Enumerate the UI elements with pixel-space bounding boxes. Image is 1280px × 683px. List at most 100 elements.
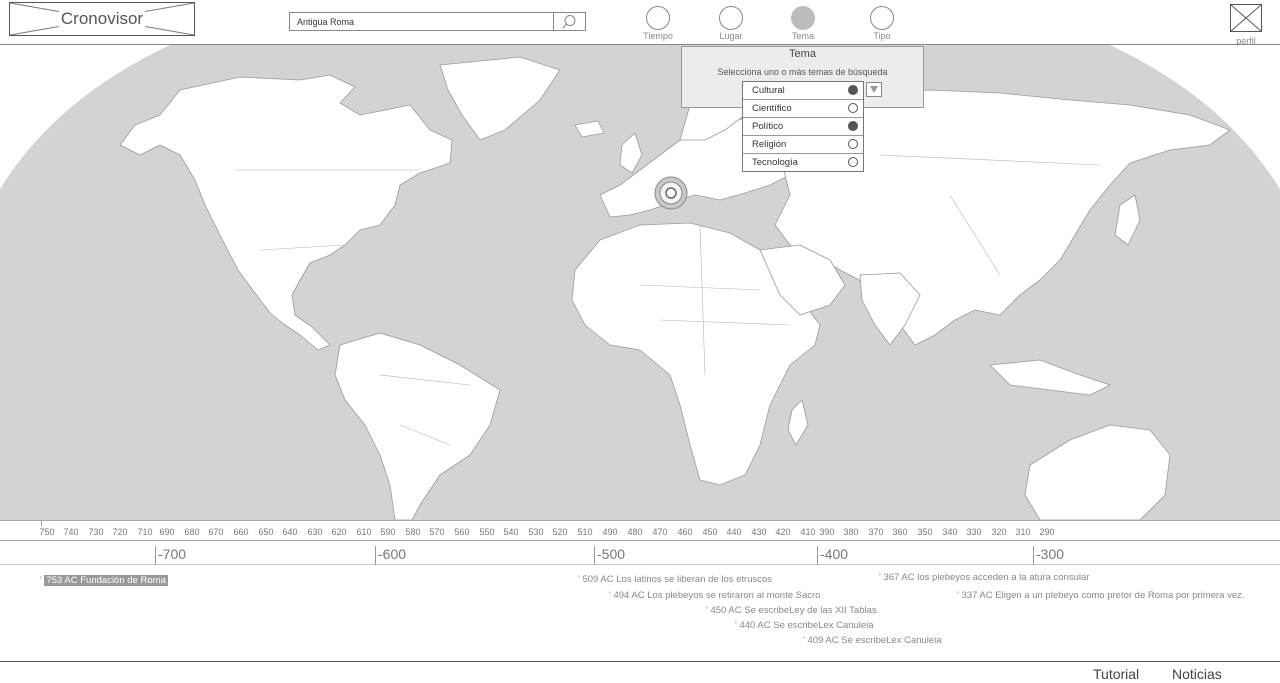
search-input[interactable] (290, 13, 554, 30)
event-text: 494 AC Los plebeyos se retiraron al mont… (613, 590, 821, 601)
timeline-event[interactable]: ' 509 AC Los latinos se liberan de los e… (578, 574, 773, 585)
logo-text: Cronovisor (58, 9, 146, 29)
timeline-century-row: -700 -600 -500 -400 -300 (0, 541, 1280, 565)
dropdown-toggle-button[interactable] (866, 82, 882, 97)
filter-tema[interactable]: Tema (773, 6, 833, 41)
australia (1024, 424, 1171, 520)
filter-tiempo[interactable]: Tiempo (628, 6, 688, 41)
filter-tiempo-label: Tiempo (643, 31, 673, 41)
century-marker: -400 (817, 546, 848, 565)
year-tick: 370 (868, 527, 884, 537)
year-tick: 360 (892, 527, 908, 537)
search-box (289, 12, 586, 31)
century-marker: -700 (155, 546, 186, 565)
indonesia (989, 359, 1111, 396)
tema-popup-title: Tema (789, 48, 816, 60)
year-tick: 650 (258, 527, 274, 537)
world-map-svg (0, 45, 1280, 520)
tema-popup-subtitle: Selecciona uno o más temas de búsqueda (717, 67, 888, 77)
tema-option-label: Tecnología (752, 157, 798, 168)
year-tick: 480 (627, 527, 643, 537)
year-tick: 460 (677, 527, 693, 537)
tema-option-tecnologia[interactable]: Tecnología (743, 154, 863, 171)
filter-lugar[interactable]: Lugar (701, 6, 761, 41)
radio-checked-icon[interactable] (848, 85, 858, 95)
timeline-event[interactable]: ' 440 AC Se escribeLex Canuleia (735, 620, 874, 631)
filter-tipo-label: Tipo (873, 31, 891, 41)
timeline-event[interactable]: ' 367 AC los plebeyos acceden a la atura… (879, 572, 1090, 583)
timeline-event[interactable]: ' 753 AC Fundación de Roma (40, 575, 168, 586)
tema-option-religion[interactable]: Religión (743, 136, 863, 154)
event-text: 509 AC Los latinos se liberan de los etr… (582, 574, 773, 585)
year-tick: 710 (137, 527, 153, 537)
location-marker[interactable] (654, 176, 688, 210)
year-tick: 430 (751, 527, 767, 537)
year-tick: 450 (702, 527, 718, 537)
filter-tipo-icon (870, 6, 894, 30)
great-britain (619, 132, 643, 174)
filter-tiempo-icon (646, 6, 670, 30)
filter-tema-icon (791, 6, 815, 30)
tema-option-cultural[interactable]: Cultural (743, 82, 863, 100)
tema-option-label: Científico (752, 103, 792, 114)
year-tick: 420 (775, 527, 791, 537)
event-text: 450 AC Se escribeLey de las XII Tablas. (710, 605, 880, 616)
tema-option-cientifico[interactable]: Científico (743, 100, 863, 118)
year-tick: 590 (380, 527, 396, 537)
radio-unchecked-icon[interactable] (848, 103, 858, 113)
iceland (574, 120, 605, 138)
year-tick: 560 (454, 527, 470, 537)
search-button[interactable] (553, 13, 585, 30)
africa (571, 222, 821, 486)
profile-avatar[interactable] (1230, 4, 1262, 32)
year-tick: 290 (1039, 527, 1055, 537)
footer-link-tutorial[interactable]: Tutorial (1093, 666, 1140, 682)
world-map[interactable] (0, 45, 1280, 520)
year-tick: 410 (800, 527, 816, 537)
india (859, 272, 921, 346)
profile-placeholder-icon (1230, 4, 1262, 32)
year-tick: 730 (88, 527, 104, 537)
radio-checked-icon[interactable] (848, 121, 858, 131)
year-tick: 680 (184, 527, 200, 537)
year-tick: 750 (39, 527, 55, 537)
tick-mark (41, 521, 42, 526)
year-tick: 580 (405, 527, 421, 537)
year-tick: 630 (307, 527, 323, 537)
profile-label[interactable]: perfil (1236, 36, 1256, 46)
north-america (119, 74, 453, 351)
madagascar (787, 399, 809, 446)
triangle-down-icon (870, 86, 878, 93)
year-tick: 570 (429, 527, 445, 537)
footer-link-noticias[interactable]: Noticias (1172, 666, 1222, 682)
year-tick: 390 (819, 527, 835, 537)
filter-lugar-label: Lugar (719, 31, 743, 41)
year-tick: 540 (503, 527, 519, 537)
arabian-peninsula (759, 244, 846, 316)
year-tick: 640 (282, 527, 298, 537)
filter-tema-label: Tema (791, 31, 814, 41)
year-tick: 670 (208, 527, 224, 537)
timeline-event[interactable]: ' 494 AC Los plebeyos se retiraron al mo… (609, 590, 821, 601)
radio-unchecked-icon[interactable] (848, 157, 858, 167)
timeline-event[interactable]: ' 337 AC Eligen a un plebeyo como pretor… (957, 590, 1245, 601)
timeline-event[interactable]: ' 409 AC Se escribeLex Canuleia (803, 635, 942, 646)
century-marker: -300 (1033, 546, 1064, 565)
timeline-event[interactable]: ' 450 AC Se escribeLey de las XII Tablas… (706, 605, 880, 616)
timeline-year-ticks: 750 740 730 720 710 690 680 670 660 650 … (0, 521, 1280, 541)
south-america (334, 332, 501, 520)
timeline[interactable]: 750 740 730 720 710 690 680 670 660 650 … (0, 520, 1280, 662)
tema-option-politico[interactable]: Político (743, 118, 863, 136)
year-tick: 310 (1015, 527, 1031, 537)
filter-tipo[interactable]: Tipo (852, 6, 912, 41)
greenland (439, 56, 561, 141)
tema-option-label: Cultural (752, 85, 785, 96)
app-logo[interactable]: Cronovisor (9, 2, 195, 36)
century-marker: -600 (375, 546, 406, 565)
year-tick: 490 (602, 527, 618, 537)
year-tick: 530 (528, 527, 544, 537)
year-tick: 720 (112, 527, 128, 537)
radio-unchecked-icon[interactable] (848, 139, 858, 149)
year-tick: 320 (991, 527, 1007, 537)
filter-lugar-icon (719, 6, 743, 30)
